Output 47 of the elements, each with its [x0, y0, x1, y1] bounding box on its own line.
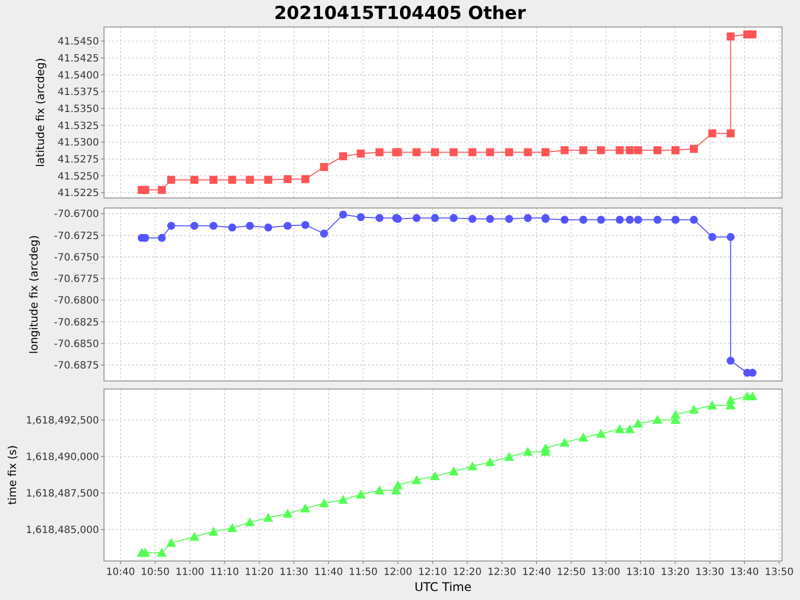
- y-tick-label: -70.6850: [54, 338, 99, 350]
- y-tick-label: -70.6700: [54, 209, 99, 220]
- y-tick-label: 41.5300: [58, 138, 99, 149]
- x-tick-label: 11:00: [175, 567, 204, 578]
- y-tick-label: 41.5425: [58, 53, 99, 64]
- y-tick-label: 1,618,487,500: [26, 488, 99, 500]
- chart-title: 20210415T104405 Other: [274, 3, 526, 24]
- y-tick-label: 41.5400: [58, 70, 99, 82]
- x-tick-label: 11:20: [244, 567, 274, 578]
- y-tick-label: 41.5325: [58, 120, 99, 132]
- y-tick-label: 41.5225: [58, 188, 99, 200]
- y-tick-label: -70.6725: [54, 230, 99, 242]
- x-tick-label: 13:30: [695, 567, 724, 578]
- x-tick-label: 13:40: [730, 567, 759, 578]
- x-tick-label: 12:30: [487, 567, 516, 578]
- x-tick-label: 12:10: [418, 567, 447, 578]
- y-tick-label: -70.6825: [54, 317, 99, 328]
- x-tick-label: 13:00: [591, 567, 620, 578]
- x-tick-label: 13:50: [764, 567, 794, 578]
- x-tick-label: 10:50: [140, 567, 170, 578]
- y-tick-label: 41.5350: [58, 104, 99, 115]
- y-tick-label: 41.5250: [58, 171, 99, 182]
- y-tick-label: 41.5275: [58, 154, 99, 166]
- y-tick-label: 41.5450: [58, 36, 99, 48]
- y-tick-label: -70.6800: [54, 296, 99, 307]
- x-axis-title: UTC Time: [414, 580, 472, 594]
- x-tick-label: 12:00: [383, 567, 412, 578]
- x-tick-label: 11:10: [210, 567, 239, 578]
- y-axis-title: latitude fix (arcdeg): [34, 58, 47, 168]
- x-tick-label: 11:30: [279, 567, 308, 578]
- x-tick-label: 12:20: [452, 567, 482, 578]
- y-tick-label: 41.5375: [58, 87, 99, 98]
- x-tick-label: 12:40: [522, 567, 551, 578]
- x-tick-label: 10:40: [106, 567, 135, 578]
- y-tick-label: 1,618,485,000: [26, 525, 99, 536]
- y-tick-label: -70.6775: [54, 274, 99, 286]
- x-tick-label: 11:50: [348, 567, 378, 578]
- y-tick-label: -70.6875: [54, 360, 99, 372]
- y-tick-label: 1,618,490,000: [26, 452, 99, 463]
- y-axis-title: longitude fix (arcdeg): [28, 235, 41, 354]
- x-tick-label: 11:40: [314, 567, 343, 578]
- y-axis-title: time fix (s): [6, 445, 19, 505]
- x-tick-label: 13:10: [626, 567, 655, 578]
- x-tick-label: 13:20: [660, 567, 690, 578]
- x-tick-label: 12:50: [556, 567, 586, 578]
- y-tick-label: 1,618,492,500: [26, 415, 99, 426]
- y-tick-label: -70.6750: [54, 252, 99, 264]
